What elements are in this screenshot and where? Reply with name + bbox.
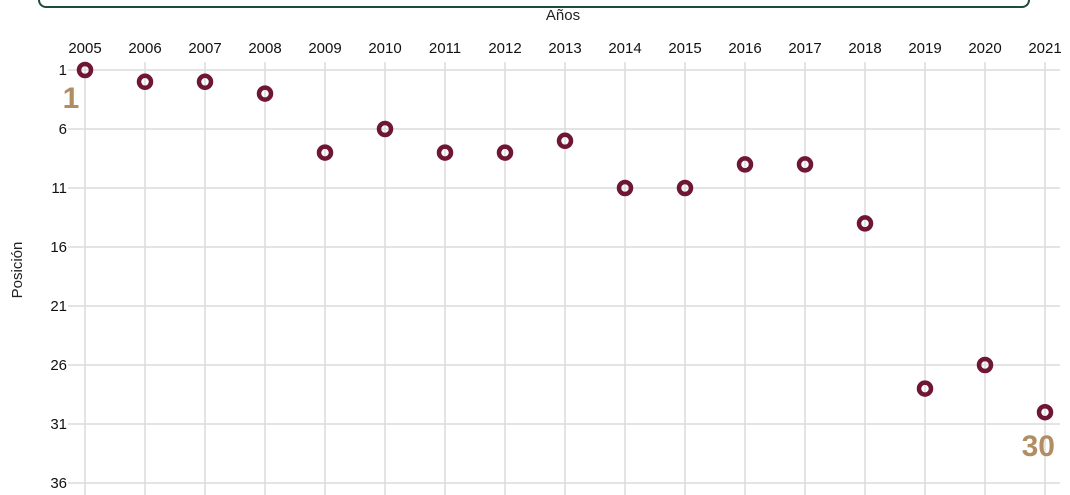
x-tick-label: 2005 — [68, 40, 101, 57]
x-axis-title: Años — [546, 7, 580, 24]
annotations: 1 30 — [63, 82, 1055, 463]
data-label: 1 — [63, 82, 80, 115]
x-tick-label: 2012 — [488, 40, 521, 57]
x-tick-label: 2016 — [728, 40, 761, 57]
x-tick-labels: 2005 2006 2007 2008 2009 2010 2011 2012 2013 2014… — [68, 40, 1061, 57]
grid — [68, 62, 1060, 495]
x-tick-label: 2018 — [848, 40, 881, 57]
data-point — [916, 380, 934, 397]
y-tick-label: 31 — [50, 416, 67, 433]
data-point — [436, 144, 454, 161]
x-tick-label: 2014 — [608, 40, 641, 57]
x-tick-label: 2013 — [548, 40, 581, 57]
data-point — [676, 179, 694, 197]
data-point — [196, 73, 214, 91]
y-tick-label: 16 — [50, 239, 67, 256]
data-point — [316, 144, 334, 161]
x-tick-label: 2011 — [429, 40, 461, 57]
data-point — [256, 85, 274, 102]
x-tick-label: 2007 — [188, 40, 221, 57]
y-tick-label: 36 — [50, 475, 67, 492]
x-tick-label: 2008 — [248, 40, 281, 57]
data-point — [856, 215, 874, 232]
data-points — [76, 61, 1054, 421]
y-tick-label: 26 — [50, 357, 67, 374]
data-label: 30 — [1022, 430, 1055, 463]
data-point — [496, 144, 514, 161]
x-tick-label: 2020 — [968, 40, 1001, 57]
x-tick-label: 2010 — [368, 40, 401, 57]
x-tick-label: 2021 — [1028, 40, 1061, 57]
y-axis-title: Posición — [9, 242, 26, 299]
data-point — [556, 132, 574, 150]
data-point — [76, 61, 94, 79]
y-tick-label: 11 — [51, 180, 67, 197]
y-tick-label: 21 — [50, 298, 67, 315]
x-tick-label: 2009 — [308, 40, 341, 57]
x-tick-label: 2017 — [788, 40, 821, 57]
y-tick-label: 6 — [59, 121, 67, 138]
data-point — [616, 179, 634, 197]
data-point — [376, 120, 394, 138]
data-point — [1036, 403, 1054, 421]
y-tick-label: 1 — [59, 62, 67, 79]
x-tick-label: 2015 — [668, 40, 701, 57]
data-point — [736, 156, 754, 173]
data-point — [976, 356, 994, 374]
x-tick-label: 2006 — [128, 40, 161, 57]
x-tick-label: 2019 — [908, 40, 941, 57]
data-point — [136, 73, 154, 91]
data-point — [796, 156, 814, 173]
